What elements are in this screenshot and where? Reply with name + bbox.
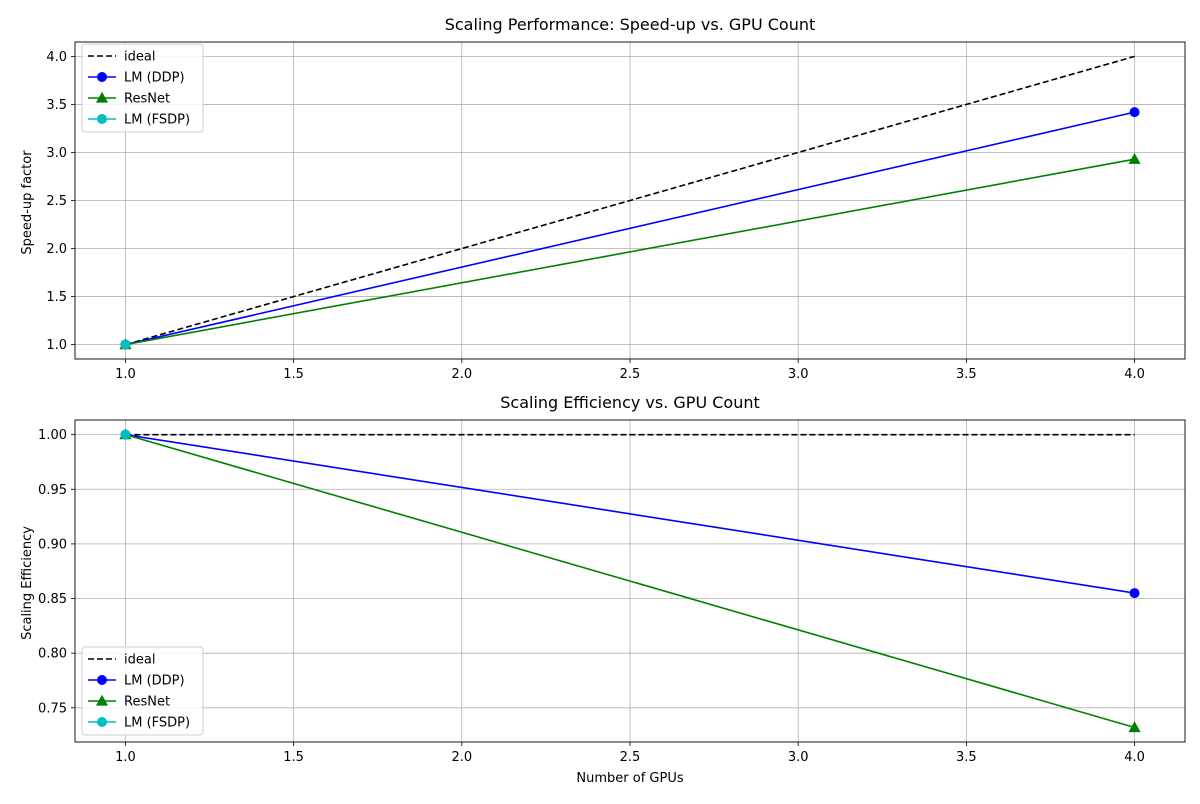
y-tick-label: 0.85: [38, 592, 67, 607]
chart-title: Scaling Efficiency vs. GPU Count: [500, 393, 760, 412]
x-tick-label: 4.0: [1124, 750, 1145, 765]
y-tick-label: 0.90: [38, 537, 67, 552]
data-point-lm-ddp: [1129, 107, 1140, 118]
chart-panel-1: 1.0 1.5 2.0 2.5 3.0 3.5 4.0 1.0 1.5 2.0 2.5 3.0 3.5 4…: [20, 15, 1186, 382]
legend-label: ideal: [124, 653, 155, 668]
series-line-resnet: [125, 433, 1135, 729]
chart-panel-2: 1.0 1.5 2.0 2.5 3.0 3.5 4.0 0.75 0.80 0.85 0.90 0.9…: [20, 393, 1186, 786]
legend-marker: [95, 694, 109, 706]
series-line-lm-ddp: [125, 111, 1135, 346]
legend-label: ideal: [124, 50, 155, 65]
data-point-lm-fsdp: [120, 429, 131, 440]
series-line-ideal: [125, 55, 1135, 346]
data-point-resnet: [1128, 152, 1141, 164]
x-tick-label: 2.0: [451, 750, 472, 765]
legend-item-resnet: ResNet: [88, 695, 170, 710]
x-tick-label: 1.0: [115, 750, 136, 765]
legend-label: ResNet: [124, 92, 170, 107]
series-lm-fsdp: [120, 339, 131, 350]
data-point-resnet: [1128, 721, 1141, 733]
legend-label: LM (FSDP): [124, 716, 190, 731]
chart-title: Scaling Performance: Speed-up vs. GPU Co…: [445, 15, 816, 34]
data-point-lm-fsdp: [120, 339, 131, 350]
y-tick-label: 1.00: [38, 428, 67, 443]
legend-box: [81, 43, 204, 133]
y-tick-label: 0.95: [38, 483, 67, 498]
y-tick-label: 1.0: [46, 338, 67, 353]
legend: ideal LM (DDP) ResNet LM (FSDP): [81, 43, 204, 133]
y-tick-label: 3.0: [46, 146, 67, 161]
legend-item-ideal: ideal: [88, 50, 155, 65]
legend-item-lm-fsdp: LM (FSDP): [88, 113, 190, 128]
y-tick-label: 3.5: [46, 98, 67, 113]
y-tick-label: 2.0: [46, 242, 67, 257]
x-tick-label: 3.5: [956, 750, 977, 765]
legend-label: LM (FSDP): [124, 113, 190, 128]
y-tick-label: 0.75: [38, 701, 67, 716]
legend: ideal LM (DDP) ResNet LM (FSDP): [81, 646, 204, 736]
series-lm-fsdp: [120, 429, 131, 440]
legend-box: [81, 646, 204, 736]
legend-item-resnet: ResNet: [88, 92, 170, 107]
y-axis-label: Speed-up factor: [20, 150, 35, 255]
series-ideal: [125, 55, 1135, 346]
x-axis-label: Number of GPUs: [576, 771, 683, 786]
axes-frame: [74, 41, 1186, 360]
y-axis-label: Scaling Efficiency: [20, 526, 35, 640]
legend-marker: [95, 91, 109, 103]
x-tick-label: 2.5: [620, 750, 641, 765]
x-tick-label: 3.5: [956, 367, 977, 382]
x-tick-label: 4.0: [1124, 367, 1145, 382]
legend-label: LM (DDP): [124, 674, 185, 689]
legend-item-ideal: ideal: [88, 653, 155, 668]
y-tick-label: 0.80: [38, 647, 67, 662]
x-tick-label: 2.5: [620, 367, 641, 382]
legend-marker: [97, 675, 107, 685]
legend-label: LM (DDP): [124, 71, 185, 86]
y-tick-label: 1.5: [46, 290, 67, 305]
legend-marker: [97, 717, 107, 727]
x-tick-label: 1.0: [115, 367, 136, 382]
y-tick-label: 2.5: [46, 194, 67, 209]
x-tick-label: 2.0: [451, 367, 472, 382]
data-point-lm-ddp: [1129, 588, 1140, 599]
x-tick-label: 3.0: [788, 367, 809, 382]
legend-item-lm-ddp: LM (DDP): [88, 71, 185, 86]
legend-marker: [97, 72, 107, 82]
legend-label: ResNet: [124, 695, 170, 710]
x-tick-label: 1.5: [283, 367, 304, 382]
series-line-resnet: [125, 158, 1135, 346]
x-tick-label: 3.0: [788, 750, 809, 765]
x-tick-label: 1.5: [283, 750, 304, 765]
legend-item-lm-fsdp: LM (FSDP): [88, 716, 190, 731]
series-line-lm-ddp: [125, 433, 1135, 594]
legend-marker: [97, 114, 107, 124]
legend-item-lm-ddp: LM (DDP): [88, 674, 185, 689]
axes-frame: [74, 419, 1186, 743]
y-tick-label: 4.0: [46, 50, 67, 65]
